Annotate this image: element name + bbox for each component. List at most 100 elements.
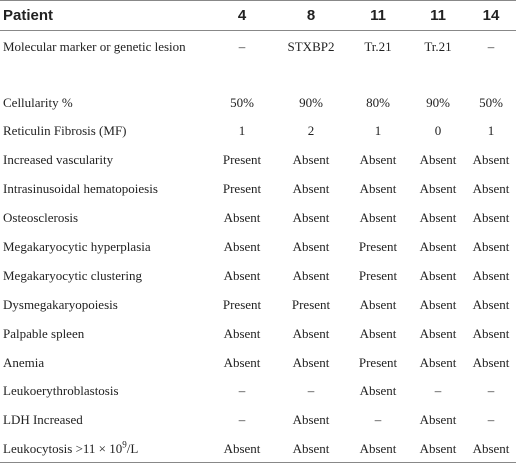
table-row: Megakaryocytic clustering Absent Absent Pre…	[0, 260, 516, 289]
table-row: Anemia Absent Absent Present Absent Absent	[0, 347, 516, 376]
table-cell: Absent	[292, 325, 330, 341]
table-row: Dysmegakaryopoiesis Present Present Absent A…	[0, 289, 516, 318]
row-label: LDH Increased	[3, 412, 83, 428]
column-header: 8	[306, 7, 316, 24]
table-cell: Absent	[419, 152, 457, 168]
table-row: Intrasinusoidal hematopoiesis Present Abse…	[0, 173, 516, 202]
table-cell: Absent	[359, 383, 397, 399]
table-row: LDH Increased – Absent – Absent –	[0, 404, 516, 433]
table-cell: Absent	[359, 441, 397, 457]
row-label: Leukoerythroblastosis	[3, 383, 119, 399]
table-cell: –	[434, 383, 442, 399]
table-cell: –	[238, 39, 246, 54]
row-label: Molecular marker or genetic lesion	[3, 39, 186, 54]
table-body: Molecular marker or genetic lesion – STXBP…	[0, 31, 516, 463]
table-cell: Absent	[472, 267, 510, 283]
table-cell: Absent	[223, 325, 261, 341]
table-row: Cellularity % 50% 90% 80% 90% 50%	[0, 87, 516, 116]
row-label: Palpable spleen	[3, 325, 85, 341]
table-cell: 0	[434, 123, 442, 139]
table-row: Palpable spleen Absent Absent Absent Absent A…	[0, 318, 516, 347]
table-cell: Absent	[419, 181, 457, 197]
table-cell: Absent	[419, 267, 457, 283]
row-header-title: Patient	[3, 7, 54, 24]
table-cell: Absent	[419, 325, 457, 341]
table-row: Leukocytosis >11 × 109/L Absent Absent Abse…	[0, 433, 516, 463]
row-label: Dysmegakaryopoiesis	[3, 296, 118, 312]
row-label: Reticulin Fibrosis (MF)	[3, 123, 127, 139]
table-cell: Absent	[223, 267, 261, 283]
table-cell: –	[374, 412, 382, 428]
table-cell: Absent	[359, 210, 397, 226]
label-superscript: 9	[122, 439, 127, 450]
table-row: Increased vascularity Present Absent Absent…	[0, 144, 516, 173]
table-cell: Tr.21	[364, 39, 392, 54]
table-cell: 1	[238, 123, 246, 139]
table-cell: Present	[291, 296, 331, 312]
row-label: Megakaryocytic hyperplasia	[3, 238, 151, 254]
table-cell: –	[238, 412, 246, 428]
table-cell: 80%	[366, 94, 390, 110]
table-cell: Absent	[223, 354, 261, 370]
table-cell: Absent	[359, 181, 397, 197]
table-header: Patient 4 8 11 11 14	[0, 0, 516, 31]
table-cell: Absent	[223, 210, 261, 226]
table-row: Molecular marker or genetic lesion – STXBP…	[0, 31, 516, 87]
row-label: Increased vascularity	[3, 152, 114, 168]
table-cell: Absent	[292, 210, 330, 226]
table-row: Reticulin Fibrosis (MF) 1 2 1 0 1	[0, 115, 516, 144]
table-cell: 90%	[426, 94, 450, 110]
table-cell: Absent	[292, 181, 330, 197]
table-cell: Absent	[472, 152, 510, 168]
label-text: Leukocytosis >11 × 10	[3, 441, 123, 457]
table-cell: –	[307, 383, 315, 399]
table-cell: –	[487, 383, 495, 399]
table-cell: Absent	[292, 267, 330, 283]
row-label: Intrasinusoidal hematopoiesis	[3, 181, 158, 197]
table-cell: Absent	[223, 238, 261, 254]
table-cell: Absent	[472, 354, 510, 370]
table-cell: 90%	[299, 94, 323, 110]
table-cell: Absent	[472, 181, 510, 197]
table-cell: Absent	[472, 325, 510, 341]
row-label: Anemia	[3, 354, 45, 370]
table-cell: Present	[222, 296, 262, 312]
row-label: Megakaryocytic clustering	[3, 267, 142, 283]
table-cell: –	[238, 383, 246, 399]
table-row: Megakaryocytic hyperplasia Absent Absent Pr…	[0, 231, 516, 260]
table-cell: Absent	[223, 441, 261, 457]
table-cell: 50%	[230, 94, 254, 110]
label-unit: /L	[126, 441, 139, 457]
table-cell: Absent	[472, 441, 510, 457]
table-cell: Present	[358, 267, 398, 283]
column-header: 11	[430, 7, 446, 24]
table-cell: Absent	[472, 296, 510, 312]
table-row: Osteosclerosis Absent Absent Absent Absent Ab…	[0, 202, 516, 231]
table-cell: Present	[358, 354, 398, 370]
row-label: Leukocytosis >11 × 109/L	[0, 433, 208, 462]
table-cell: Absent	[419, 441, 457, 457]
table-cell: Absent	[419, 296, 457, 312]
column-header: 11	[370, 7, 386, 24]
row-label: Cellularity %	[3, 94, 73, 110]
table-cell: Present	[358, 238, 398, 254]
table-cell: Absent	[292, 412, 330, 428]
column-header: 4	[237, 7, 247, 24]
table-cell: Absent	[292, 441, 330, 457]
table-cell: STXBP2	[287, 39, 335, 54]
table-cell: Absent	[419, 238, 457, 254]
table-cell: Absent	[419, 210, 457, 226]
table-cell: Absent	[292, 152, 330, 168]
column-header: 14	[482, 7, 500, 24]
table-cell: Absent	[419, 354, 457, 370]
table-cell: Absent	[359, 296, 397, 312]
table-cell: Absent	[292, 354, 330, 370]
table-cell: –	[487, 39, 495, 54]
table-cell: –	[487, 412, 495, 428]
row-label: Osteosclerosis	[3, 210, 79, 226]
table-cell: Tr.21	[424, 39, 452, 54]
table-cell: 1	[374, 123, 382, 139]
table-cell: Absent	[472, 238, 510, 254]
table-cell: Absent	[419, 412, 457, 428]
